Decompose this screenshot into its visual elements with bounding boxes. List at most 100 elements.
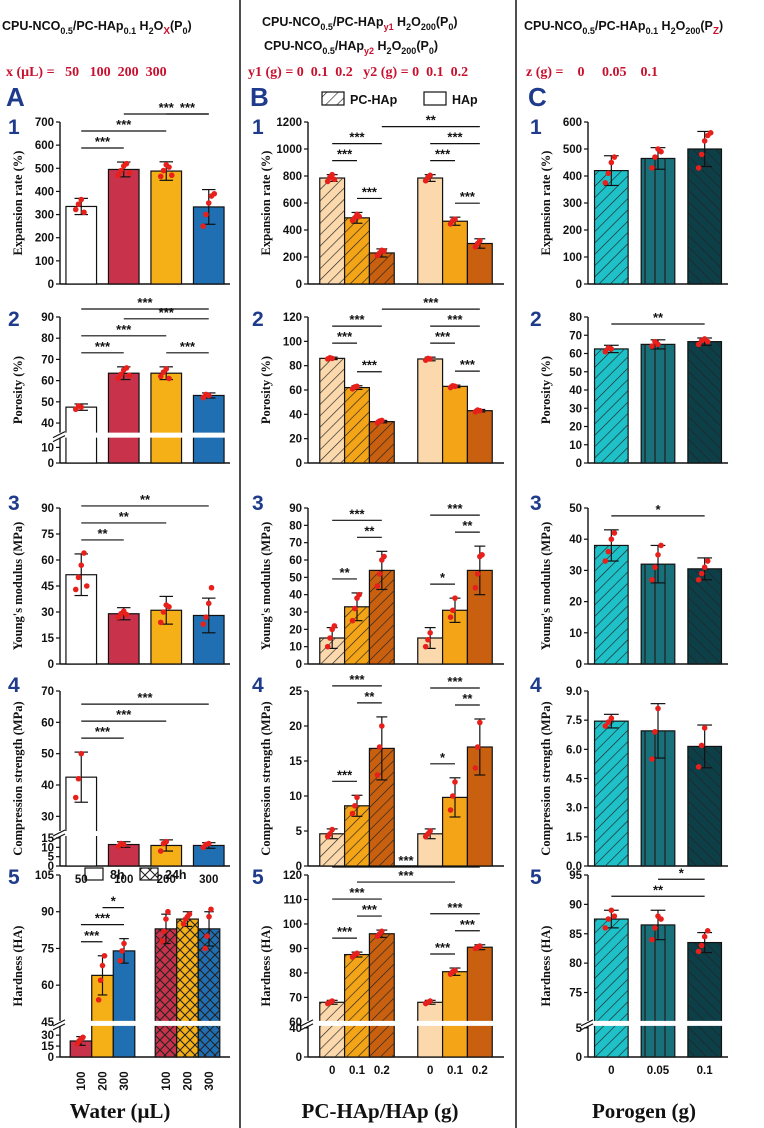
data-point — [351, 803, 358, 809]
y-axis-label: Compression strength (MPa) — [259, 701, 273, 855]
y-tick-label: 60 — [41, 376, 54, 388]
sig-label: *** — [159, 305, 175, 320]
bar-pattern — [319, 178, 345, 284]
data-point — [698, 151, 705, 158]
y-tick-label: 30 — [569, 403, 582, 415]
legend-pchap-label: PC-HAp — [350, 93, 398, 107]
y-axis-label: Porosity (%) — [539, 356, 553, 424]
bar-pattern — [594, 919, 629, 1057]
data-point — [376, 744, 383, 750]
data-point — [126, 170, 133, 176]
y-tick-label: 45 — [41, 1017, 54, 1029]
y-tick-label: 60 — [289, 555, 302, 567]
data-point — [452, 383, 458, 390]
data-point — [695, 764, 702, 770]
y-tick-label: 45 — [41, 581, 54, 593]
data-point — [331, 623, 338, 629]
y-axis-label: Hardness (HA) — [539, 926, 553, 1007]
y-tick-label: 10 — [41, 442, 54, 454]
data-point — [655, 705, 661, 712]
data-point — [452, 779, 458, 785]
data-point — [95, 997, 102, 1003]
axis-break-mark — [300, 1023, 314, 1031]
data-point — [447, 807, 454, 813]
data-point — [166, 604, 172, 610]
data-point — [479, 552, 485, 558]
data-point — [602, 179, 609, 186]
y-tick-label: 10 — [569, 440, 582, 452]
data-point — [202, 945, 208, 952]
panel-letter-c: C — [528, 82, 547, 112]
data-point — [329, 998, 335, 1004]
y-tick-label: 700 — [35, 117, 54, 129]
x-tick-label: 200 — [157, 874, 176, 886]
bar — [441, 385, 469, 464]
data-point — [115, 172, 122, 179]
data-point — [80, 1034, 86, 1041]
y-tick-label: 90 — [41, 907, 54, 919]
data-point — [427, 172, 433, 179]
data-point — [452, 216, 458, 222]
y-tick-label: 40 — [569, 385, 582, 397]
y-tick-label: 40 — [41, 418, 54, 430]
y-tick-label: 85 — [569, 929, 582, 941]
data-point — [349, 617, 356, 624]
bar — [417, 358, 444, 464]
data-point — [354, 794, 360, 801]
sig-label: *** — [435, 147, 451, 162]
y-tick-label: 400 — [563, 171, 582, 183]
data-point — [447, 614, 454, 620]
bar — [107, 168, 140, 285]
axis-break-mark — [52, 435, 66, 443]
y-tick-label: 110 — [283, 894, 302, 906]
y-axis-label: Hardness (HA) — [259, 926, 273, 1007]
y-tick-label: 30 — [289, 607, 302, 619]
data-point — [649, 576, 655, 583]
x-tick-label: 200 — [183, 1071, 195, 1090]
data-point — [652, 729, 658, 735]
x-tick-label: 200 — [98, 1071, 110, 1090]
data-point — [608, 715, 615, 722]
bar-pattern — [319, 358, 345, 463]
y-tick-label: 60 — [41, 717, 54, 729]
data-point — [72, 206, 79, 213]
y-axis-label: Hardness (HA) — [11, 926, 25, 1007]
y-axis-label: Young's modulus (MPa) — [539, 522, 553, 651]
axis-break-mark — [580, 1023, 594, 1031]
bar-pattern — [641, 344, 675, 463]
y-axis-label: Young's modulus (MPa) — [11, 522, 25, 651]
data-point — [381, 553, 387, 560]
data-point — [356, 591, 363, 598]
y-tick-label: 10 — [289, 791, 302, 803]
row-number: 2 — [252, 308, 264, 331]
data-point — [78, 196, 85, 203]
data-point — [608, 159, 615, 166]
data-point — [72, 794, 79, 801]
chart-c1: 0 100 200 300 400 500 600 Expansion rate (%) — [539, 117, 728, 291]
data-point — [115, 375, 122, 382]
bar-pattern — [687, 341, 722, 463]
data-point — [205, 840, 212, 847]
data-point — [97, 977, 104, 984]
y-tick-label: 80 — [569, 312, 582, 324]
y-tick-label: 95 — [569, 870, 582, 882]
y-tick-label: 5 — [296, 826, 303, 838]
bar — [150, 372, 183, 464]
x-tick-label: 0 — [427, 1065, 433, 1077]
bar — [65, 205, 98, 285]
y-tick-label: 9.0 — [566, 686, 582, 698]
data-point — [205, 392, 212, 399]
chart-b3: 0 10 20 30 40 50 60 70 80 90 Young's modulus (MPa)… — [259, 501, 504, 671]
y-tick-label: 0 — [48, 458, 54, 470]
axis-break-mark — [52, 829, 66, 837]
data-point — [160, 167, 167, 174]
bar-pattern — [344, 387, 370, 463]
sig-label: *** — [95, 724, 111, 739]
bar-pattern — [594, 545, 629, 664]
y-tick-label: 15 — [41, 1041, 54, 1053]
legend-24h-label: 24h — [165, 868, 187, 882]
sig-label: ** — [462, 518, 473, 533]
x-tick-label: 0 — [608, 1065, 614, 1077]
